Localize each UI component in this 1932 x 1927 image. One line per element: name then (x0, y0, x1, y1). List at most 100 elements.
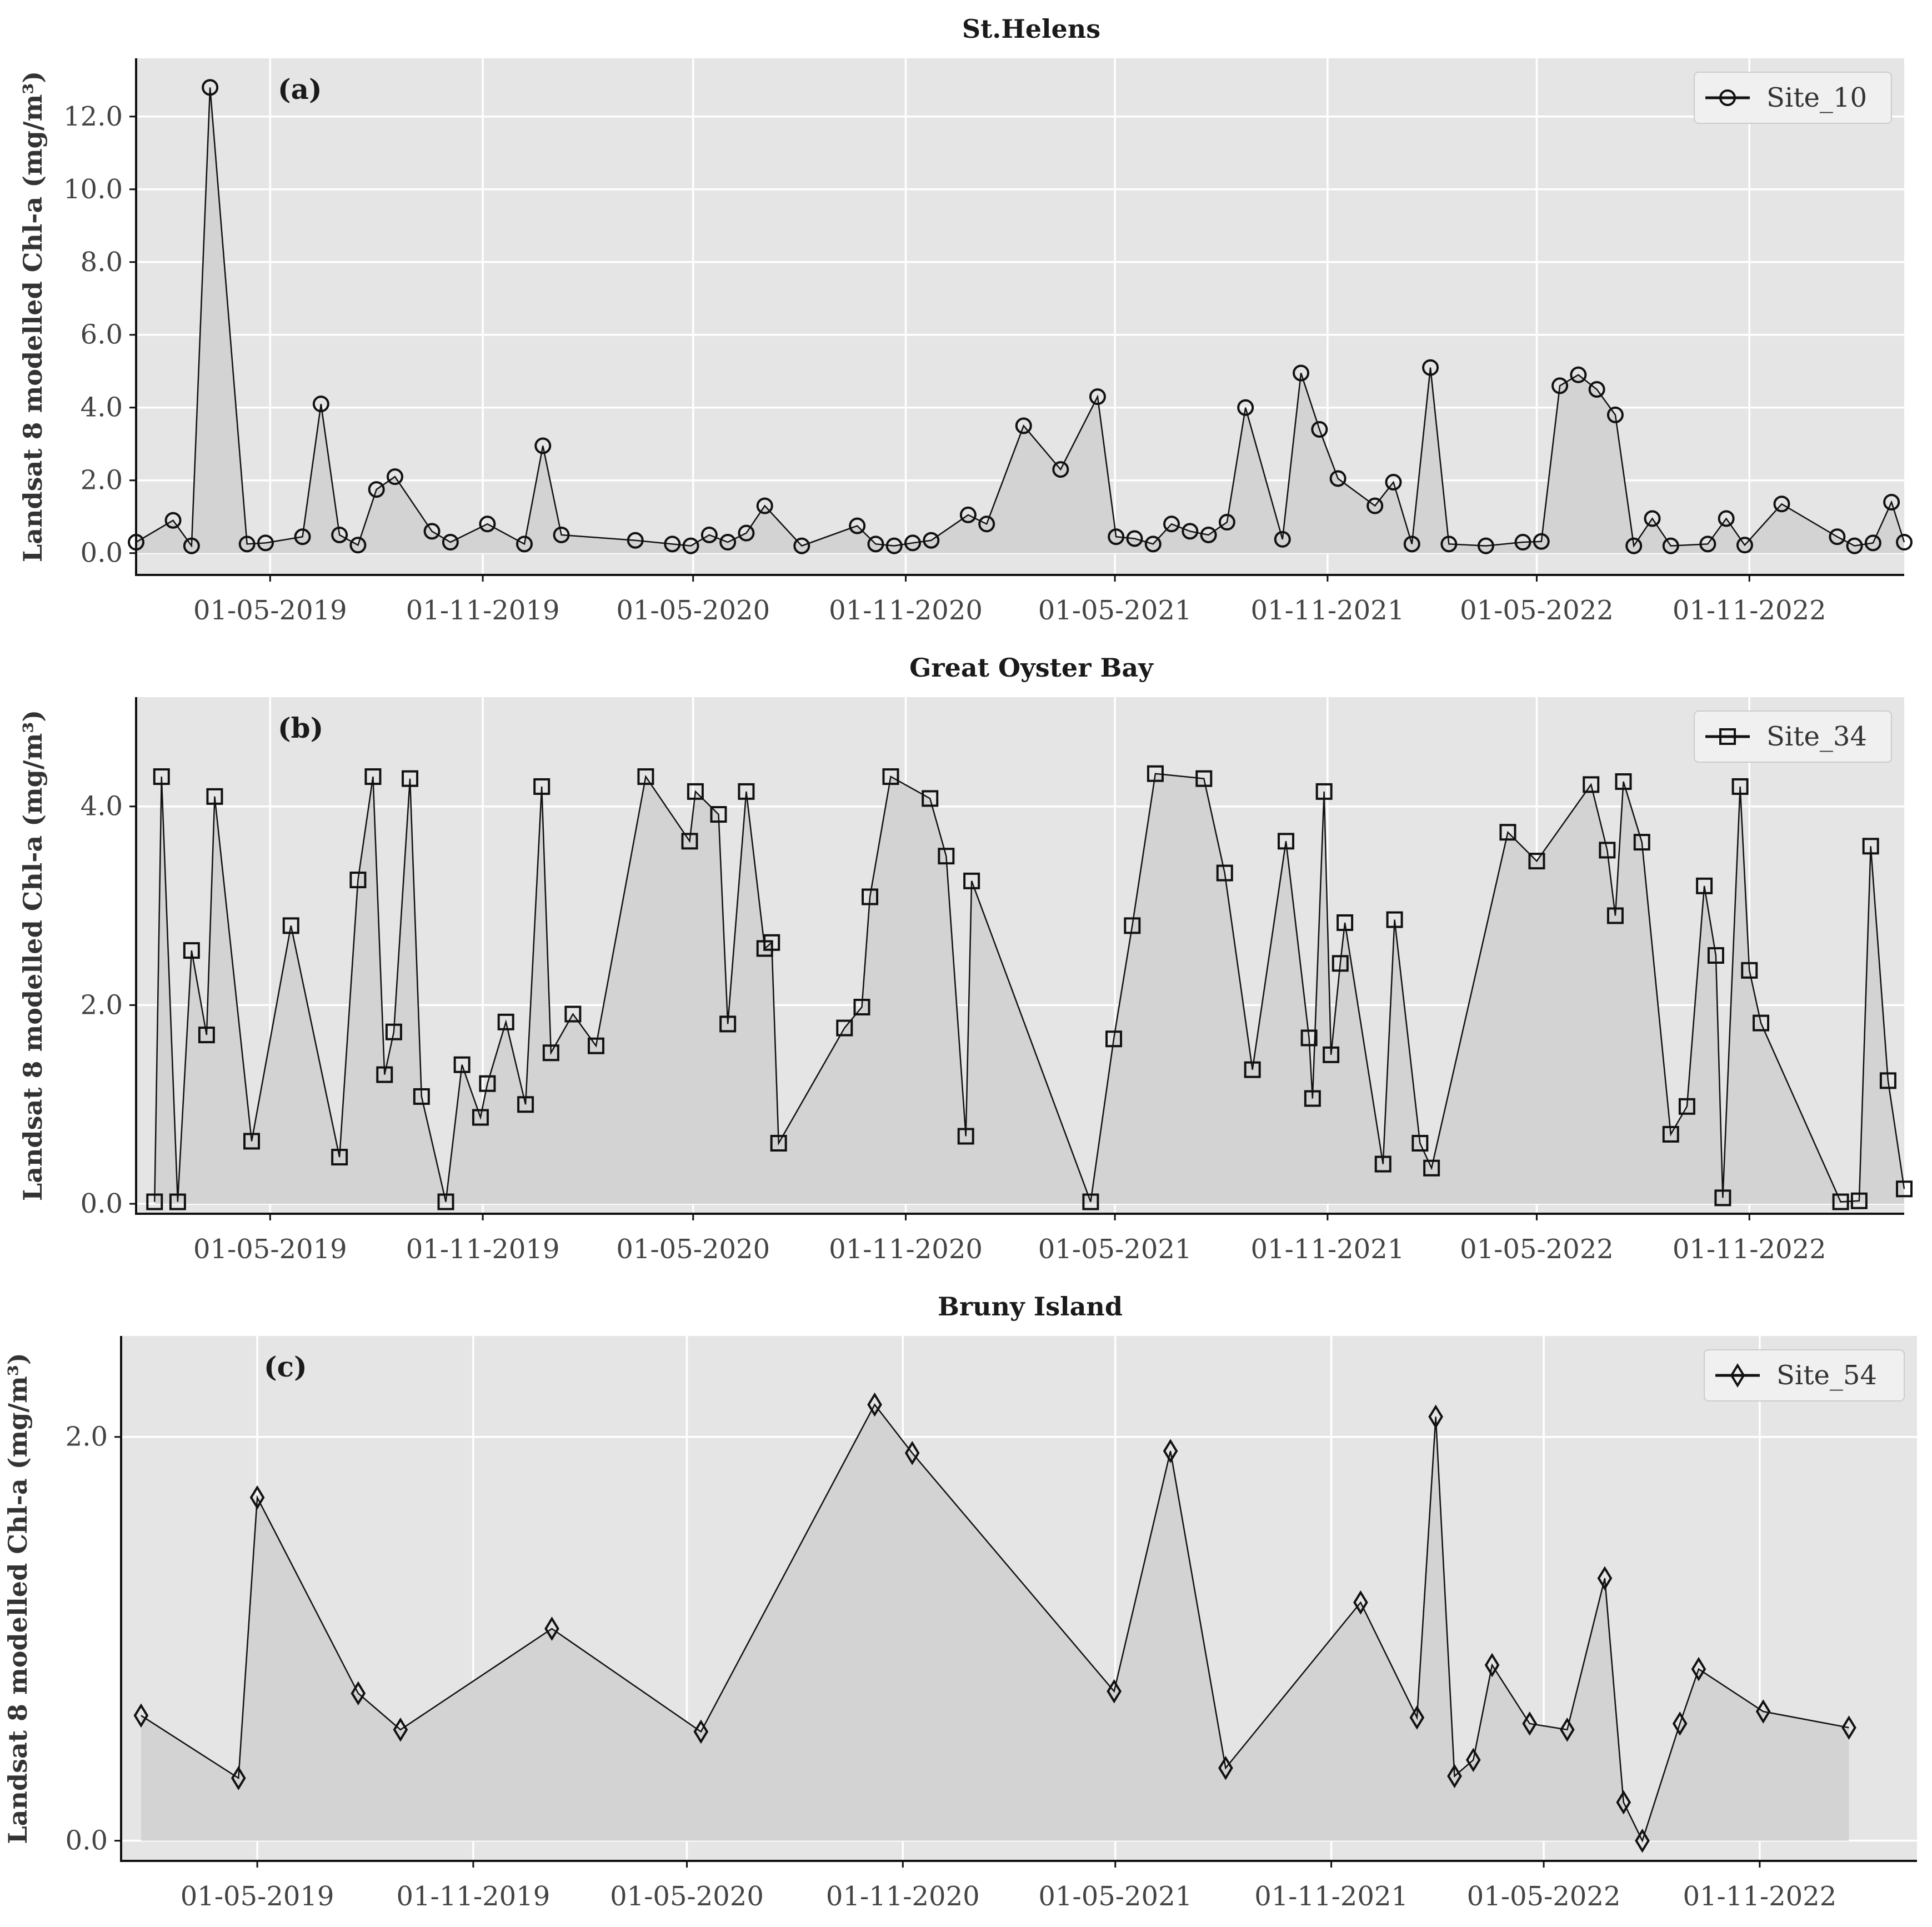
legend-marker-circle (1719, 89, 1736, 106)
data-point-square (1300, 1029, 1318, 1047)
data-point-circle (1200, 526, 1217, 543)
data-point-diamond (393, 1717, 408, 1742)
data-point-circle (1829, 528, 1846, 545)
x-tick-label: 01-05-2020 (616, 595, 770, 626)
data-point-square (1662, 1125, 1679, 1143)
panel-title: St.Helens (962, 14, 1100, 44)
panel-label: (b) (278, 712, 323, 744)
data-point-circle (627, 532, 644, 549)
data-point-circle (904, 534, 922, 552)
panel-title: Great Oyster Bay (909, 653, 1154, 683)
legend-box (1694, 710, 1892, 763)
data-point-circle (1293, 364, 1310, 382)
legend-label: Site_54 (1776, 1360, 1877, 1391)
data-point-square (1753, 1014, 1770, 1032)
data-point-circle (1329, 470, 1347, 487)
data-point-square (1315, 783, 1333, 800)
data-point-square (349, 872, 367, 889)
data-point-circle (1385, 473, 1402, 490)
data-point-square (153, 768, 170, 785)
x-tick-label: 01-11-2022 (1673, 1234, 1826, 1265)
data-point-circle (682, 537, 699, 554)
y-tick-label: 0.0 (81, 538, 123, 569)
y-tick-label: 4.0 (81, 791, 123, 822)
data-point-square (637, 768, 654, 785)
data-point-circle (1163, 515, 1180, 533)
x-tick-label: 01-05-2022 (1460, 1234, 1614, 1265)
data-point-circle (756, 497, 773, 514)
data-point-circle (1699, 535, 1716, 553)
data-point-circle (1403, 535, 1420, 553)
data-point-diamond (1484, 1653, 1500, 1678)
series-line (154, 773, 1905, 1203)
data-point-square (198, 1027, 215, 1044)
data-point-diamond (1353, 1590, 1368, 1615)
data-point-circle (1311, 421, 1328, 438)
x-tick-label: 01-11-2020 (829, 595, 983, 626)
data-point-diamond (1409, 1705, 1425, 1730)
x-tick-label: 01-05-2022 (1460, 595, 1614, 626)
data-point-square (862, 888, 879, 905)
data-point-square (836, 1019, 853, 1037)
data-point-square (963, 872, 980, 889)
x-tick-label: 01-05-2021 (1038, 1234, 1192, 1265)
data-point-circle (1883, 494, 1900, 511)
data-point-square (1195, 770, 1213, 787)
x-tick-label: 01-11-2019 (406, 595, 560, 626)
x-tick-label: 01-11-2019 (406, 1234, 560, 1265)
x-tick-label: 01-11-2020 (826, 1881, 980, 1912)
data-point-square (1423, 1159, 1440, 1177)
data-point-square (1386, 911, 1403, 928)
data-point-circle (183, 537, 200, 554)
data-point-circle (738, 524, 755, 542)
data-point-square (564, 1005, 582, 1023)
data-point-square (882, 768, 899, 785)
data-point-square (542, 1044, 559, 1062)
data-point-diamond (1616, 1790, 1631, 1815)
x-tick-label: 01-11-2021 (1254, 1881, 1408, 1912)
data-point-square (331, 1149, 348, 1166)
y-tick-label: 0.0 (81, 1188, 123, 1219)
data-point-square (1599, 842, 1616, 859)
data-point-circle (1440, 535, 1458, 553)
data-point-circle (959, 506, 977, 523)
data-point-square (681, 833, 698, 850)
data-point-diamond (1691, 1656, 1706, 1681)
data-point-square (206, 788, 223, 805)
x-tick-label: 01-05-2019 (181, 1881, 334, 1912)
data-point-circle (1052, 461, 1069, 478)
data-point-circle (1218, 514, 1235, 531)
y-tick-label: 4.0 (81, 392, 123, 423)
data-point-circle (238, 535, 256, 553)
legend-box (1704, 1349, 1905, 1402)
data-point-square (385, 1023, 402, 1040)
data-point-square (1216, 864, 1233, 882)
data-point-circle (479, 515, 496, 533)
data-point-diamond (351, 1681, 366, 1706)
legend: Site_34 (1694, 710, 1892, 763)
data-point-square (1707, 947, 1724, 964)
data-point-diamond (1465, 1748, 1481, 1773)
data-point-circle (294, 528, 311, 545)
series-area-fill (154, 773, 1904, 1204)
x-tick-label: 01-05-2019 (193, 595, 347, 626)
data-point-diamond (231, 1766, 246, 1790)
data-point-circle (423, 523, 441, 540)
data-point-circle (516, 535, 533, 553)
data-point-diamond (1522, 1711, 1538, 1736)
data-point-square (1323, 1046, 1340, 1063)
data-point-square (1606, 907, 1624, 924)
data-point-square (364, 768, 382, 785)
data-point-circle (1089, 388, 1106, 406)
data-point-diamond (1559, 1717, 1575, 1742)
data-point-square (719, 1015, 737, 1033)
data-point-square (738, 783, 755, 800)
y-tick-label: 2.0 (81, 465, 123, 496)
y-tick-label: 6.0 (81, 319, 123, 351)
data-point-square (1332, 955, 1349, 972)
data-point-square (1244, 1061, 1261, 1078)
data-point-circle (387, 468, 404, 485)
data-point-square (1277, 833, 1294, 850)
data-point-circle (312, 396, 329, 413)
